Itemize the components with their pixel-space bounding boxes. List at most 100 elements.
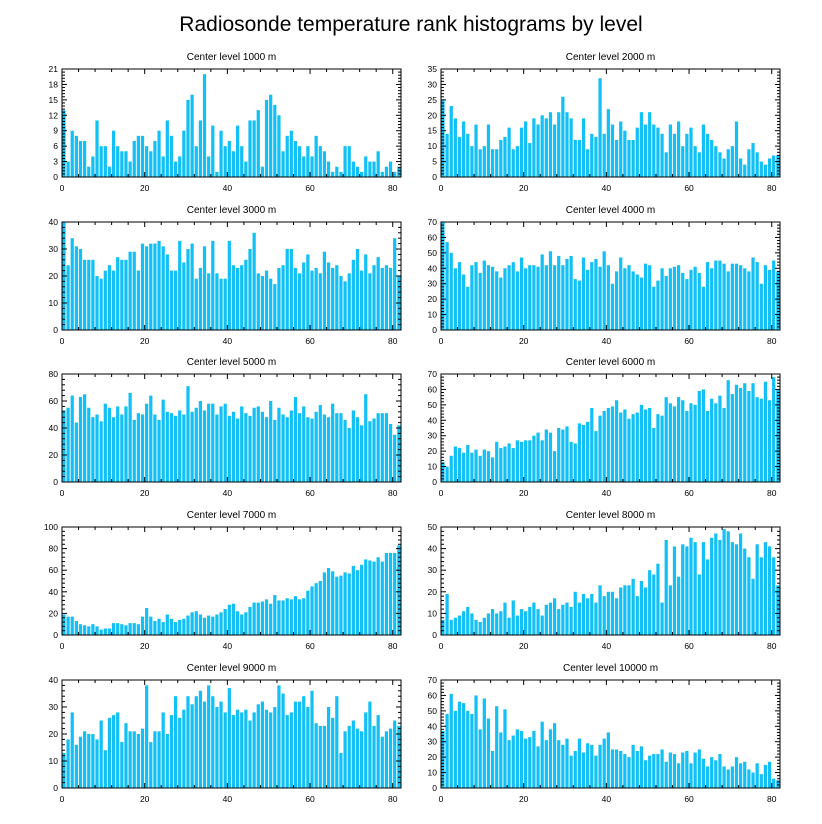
bar [759,398,763,482]
bar [751,257,755,330]
bar [631,271,635,330]
bar [198,120,203,177]
bar [474,449,478,482]
bar [681,272,685,330]
bar [697,749,701,788]
bar [561,265,565,330]
bar [751,772,755,788]
bar [107,166,112,177]
bar [643,587,648,635]
bar [565,602,569,635]
bar [372,725,376,788]
bar [462,274,466,330]
bar [610,283,615,330]
x-tick-label: 40 [602,183,612,193]
bar [499,611,503,635]
bar [293,701,298,788]
x-tick-label: 0 [60,336,65,346]
bar [393,238,397,330]
bar [714,760,718,788]
bar [116,146,120,177]
bar [565,112,569,177]
bar [360,731,364,788]
bar [107,628,112,635]
bar [536,746,540,788]
bar [668,752,672,788]
panel-5: Center level 5000 m 0 20 40 60 80 0 20 40 60 80 [49,357,402,498]
bar [511,262,515,330]
y-tick-label: 0 [53,630,58,640]
x-tick-label: 0 [439,336,444,346]
bar [519,730,524,788]
bar [157,731,161,788]
bar [314,583,318,635]
bar [656,563,660,635]
y-tick-label: 30 [428,565,438,575]
bar [718,260,722,330]
bar [310,418,314,482]
y-tick-label: 30 [428,431,438,441]
bar [111,715,116,788]
bar [462,611,466,635]
bar [730,263,734,330]
bar [298,413,302,482]
y-tick-label: 10 [428,608,438,618]
bar [689,127,693,177]
bar [248,415,252,482]
bar [664,397,668,482]
bar [726,769,730,788]
bar [652,754,656,788]
bar [486,124,491,177]
bar [689,269,693,330]
bar [178,717,182,788]
bar [215,614,219,635]
y-tick-label: 60 [428,690,438,700]
y-tick-label: 70 [428,675,438,685]
bar [573,139,577,177]
bar [318,725,322,788]
bar [211,403,215,482]
bar [519,441,524,482]
bar [331,403,335,482]
bar [302,696,306,788]
bar [269,712,273,788]
bar [544,429,548,482]
bar [495,271,499,330]
bar [335,576,339,635]
bar [772,557,776,635]
bar [256,273,260,330]
bar [714,146,718,177]
x-tick-label: 80 [388,641,398,651]
bar [74,422,78,482]
y-tick-label: 60 [49,396,59,406]
bar [202,701,207,788]
x-tick-label: 20 [140,336,150,346]
bar [252,120,256,177]
bar [449,106,453,177]
bar [693,266,697,330]
bar [351,161,355,177]
bar [285,417,289,482]
bar [235,125,240,177]
bar [441,99,445,177]
y-tick-label: 10 [49,756,59,766]
bar [635,596,639,635]
bar [128,392,132,482]
bar [107,265,112,330]
bar [186,249,190,330]
bar [306,590,310,635]
bar [273,707,277,788]
bar [99,421,103,482]
bar [515,440,519,482]
bar [211,616,215,635]
bar [223,609,227,635]
bar [83,259,87,330]
bar [397,425,401,482]
panel-title: Center level 4000 m [566,205,656,216]
bar [598,585,602,635]
bar [351,565,355,635]
bar [776,585,780,635]
bar [194,407,198,482]
bar [643,409,648,482]
y-tick-label: 70 [428,369,438,379]
